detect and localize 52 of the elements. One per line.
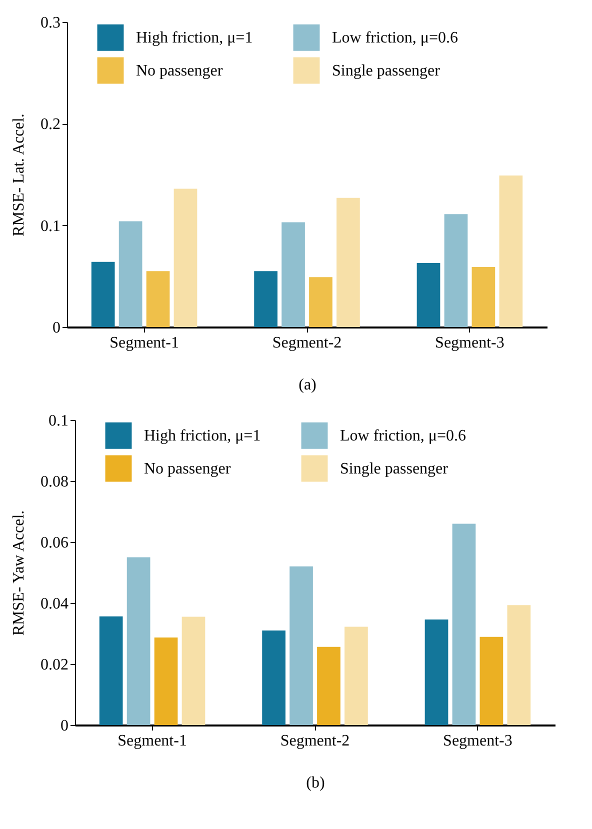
bar [344,626,368,725]
y-tick-label: 0.3 [40,14,60,32]
legend-label: High friction, μ=1 [136,30,253,47]
bar [452,524,476,725]
bar [480,636,504,725]
legend-label: No passenger [144,460,232,478]
bar [146,271,170,327]
y-tick-label: 0 [60,718,68,734]
bar [317,646,340,725]
x-tick-label: Segment-3 [435,334,504,352]
bar [282,222,305,327]
bar [309,277,332,327]
x-tick-label: Segment-2 [280,732,350,750]
y-tick-label: 0 [52,320,60,336]
bar [99,616,123,725]
bar [290,566,313,725]
bar [91,262,115,327]
bar [507,605,531,725]
bar [416,262,440,327]
bar [262,630,286,725]
x-tick-label: Segment-1 [118,732,187,750]
y-tick-label: 0.08 [40,474,68,490]
bar [254,271,278,327]
legend-label: High friction, μ=1 [144,428,261,445]
legend-label: No passenger [136,62,224,80]
bar [118,221,142,327]
legend-label: Low friction, μ=0.6 [332,30,458,47]
x-tick-label: Segment-3 [443,732,512,750]
legend-label: Low friction, μ=0.6 [340,428,466,445]
bar [424,619,448,725]
x-axis-title: (a) [298,376,316,394]
y-tick-label: 0.06 [40,534,68,552]
bar [182,616,206,725]
x-tick-label: Segment-1 [110,334,179,352]
y-tick-label: 0.04 [40,596,68,612]
bar [472,267,496,327]
legend-label: Single passenger [340,460,449,478]
bar [336,198,360,327]
y-tick-label: 0.1 [40,218,60,235]
y-tick-label: 0.1 [48,412,68,430]
bar [444,214,468,327]
y-tick-label: 0.02 [40,656,68,674]
bar [154,637,178,725]
y-tick-label: 0.2 [40,116,60,134]
x-axis-title: (b) [306,774,325,792]
y-axis-title: RMSE- Lat. Accel. [10,114,28,236]
bar [499,176,523,327]
bar [174,188,198,327]
legend-label: Single passenger [332,62,441,80]
x-tick-label: Segment-2 [272,334,342,352]
y-axis-title: RMSE- Yaw Accel. [10,510,28,636]
bar [126,557,150,725]
